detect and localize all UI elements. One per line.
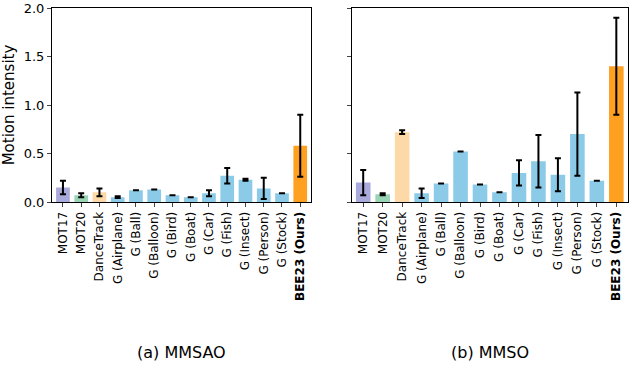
svg-text:G (Stock): G (Stock) — [275, 212, 289, 268]
svg-text:BEE23 (Ours): BEE23 (Ours) — [609, 212, 623, 301]
svg-text:1.5: 1.5 — [24, 49, 45, 64]
svg-text:0.5: 0.5 — [24, 146, 45, 161]
svg-text:1.0: 1.0 — [24, 98, 45, 113]
svg-text:MOT17: MOT17 — [356, 212, 370, 254]
svg-text:DanceTrack: DanceTrack — [92, 212, 106, 282]
svg-text:2.0: 2.0 — [24, 1, 45, 16]
svg-text:G (Ball): G (Ball) — [129, 212, 143, 257]
svg-text:Motion intensity: Motion intensity — [0, 45, 18, 166]
svg-text:G (Bird): G (Bird) — [165, 212, 179, 258]
svg-text:G (Fish): G (Fish) — [531, 212, 545, 258]
svg-text:G (Airplane): G (Airplane) — [415, 212, 429, 284]
svg-text:G (Person): G (Person) — [257, 212, 271, 275]
svg-text:G (Insect): G (Insect) — [551, 212, 565, 271]
svg-text:DanceTrack: DanceTrack — [395, 212, 409, 282]
svg-text:G (Boat): G (Boat) — [184, 212, 198, 262]
svg-text:G (Balloon): G (Balloon) — [147, 212, 161, 279]
svg-text:G (Airplane): G (Airplane) — [111, 212, 125, 284]
svg-text:G (Car): G (Car) — [202, 212, 216, 255]
svg-text:G (Person): G (Person) — [570, 212, 584, 275]
svg-text:G (Insect): G (Insect) — [238, 212, 252, 271]
svg-text:G (Fish): G (Fish) — [220, 212, 234, 258]
svg-text:BEE23 (Ours): BEE23 (Ours) — [293, 212, 307, 301]
svg-text:G (Stock): G (Stock) — [590, 212, 604, 268]
svg-text:MOT17: MOT17 — [56, 212, 70, 254]
svg-text:G (Car): G (Car) — [512, 212, 526, 255]
svg-text:G (Ball): G (Ball) — [434, 212, 448, 257]
svg-text:G (Boat): G (Boat) — [492, 212, 506, 262]
svg-text:G (Bird): G (Bird) — [473, 212, 487, 258]
svg-text:MOT20: MOT20 — [74, 212, 88, 254]
svg-text:0.0: 0.0 — [24, 195, 45, 210]
svg-text:(a) MMSAO: (a) MMSAO — [137, 343, 226, 362]
svg-text:G (Balloon): G (Balloon) — [453, 212, 467, 279]
svg-text:(b) MMSO: (b) MMSO — [451, 343, 529, 362]
svg-text:MOT20: MOT20 — [376, 212, 390, 254]
